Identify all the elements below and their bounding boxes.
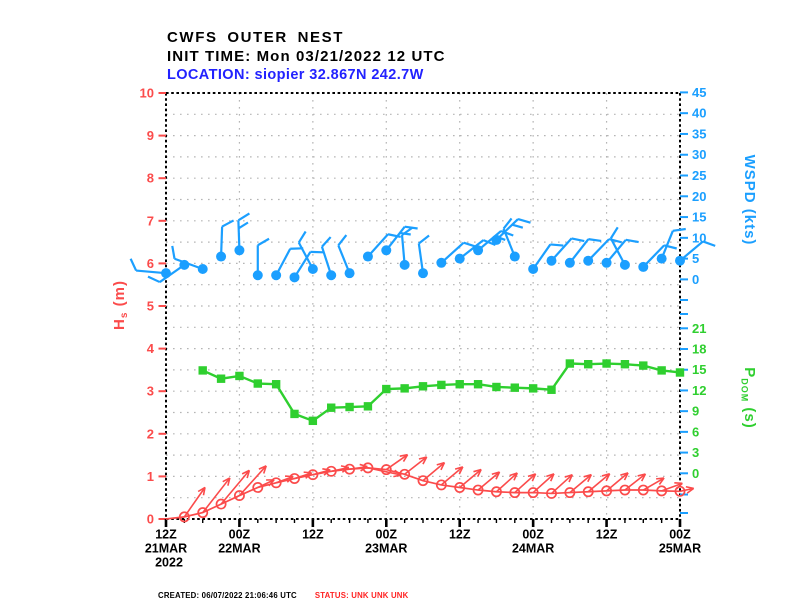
page-title: CWFS OUTER NEST [167,29,344,46]
grid-lines [166,93,680,519]
svg-text:10: 10 [692,230,706,245]
svg-text:12Z: 12Z [449,528,471,542]
svg-text:25: 25 [692,168,706,183]
svg-text:8: 8 [147,171,154,186]
status-text: STATUS: UNK UNK UNK [314,590,409,600]
hs-series [165,453,695,523]
svg-text:12: 12 [692,383,706,398]
svg-text:0: 0 [147,512,154,527]
svg-text:9: 9 [147,128,154,143]
svg-text:12Z: 12Z [155,528,177,542]
svg-text:10: 10 [140,86,154,101]
svg-text:30: 30 [692,147,706,162]
footer-created-row: CREATED: 06/07/2022 21:06:46 UTC STATUS:… [158,591,423,601]
svg-text:40: 40 [692,106,706,121]
pdom-series [198,359,685,426]
svg-text:0: 0 [692,272,699,287]
svg-text:7: 7 [147,213,154,228]
svg-text:6: 6 [147,256,154,271]
svg-text:25MAR: 25MAR [659,542,701,556]
location-text: LOCATION: siopier 32.867N 242.7W [167,67,424,83]
svg-text:3: 3 [692,445,699,460]
svg-text:00Z: 00Z [229,528,251,542]
created-text: CREATED: 06/07/2022 21:06:46 UTC [158,590,297,600]
svg-text:9: 9 [692,404,699,419]
svg-text:4: 4 [147,341,155,356]
svg-text:2: 2 [147,426,154,441]
svg-text:2022: 2022 [155,556,183,570]
init-time-text: INIT TIME: Mon 03/21/2022 12 UTC [167,48,446,65]
svg-text:Hs (m): Hs (m) [111,280,130,330]
svg-text:15: 15 [692,362,706,377]
svg-text:5: 5 [692,251,699,266]
svg-text:6: 6 [692,424,699,439]
svg-text:21MAR: 21MAR [145,542,187,556]
svg-text:5: 5 [147,299,154,314]
svg-text:18: 18 [692,342,706,357]
svg-text:45: 45 [692,85,706,100]
svg-text:1: 1 [147,469,154,484]
wspd-series [129,212,716,284]
svg-text:35: 35 [692,126,706,141]
svg-text:12Z: 12Z [302,528,324,542]
svg-text:00Z: 00Z [669,528,691,542]
svg-text:00Z: 00Z [376,528,398,542]
svg-text:PDOM (s): PDOM (s) [740,367,759,429]
svg-text:24MAR: 24MAR [512,542,554,556]
svg-text:20: 20 [692,189,706,204]
svg-text:WSPD (kts): WSPD (kts) [741,155,758,246]
svg-text:22MAR: 22MAR [218,542,260,556]
left-axis-hs: 0 1 2 3 4 5 6 7 8 9 10 Hs (m) [111,86,166,527]
svg-text:0: 0 [692,466,699,481]
svg-text:21: 21 [692,321,706,336]
svg-text:3: 3 [147,384,154,399]
right-axis-wspd-pdom: 0 5 10 15 20 25 30 35 40 45 0 3 6 9 12 15 18 21 WSPD (kts)… [680,85,759,514]
svg-text:23MAR: 23MAR [365,542,407,556]
svg-text:00Z: 00Z [522,528,544,542]
svg-text:12Z: 12Z [596,528,618,542]
svg-text:15: 15 [692,210,706,225]
footer: CREATED: 06/07/2022 21:06:46 UTC STATUS:… [158,570,423,612]
